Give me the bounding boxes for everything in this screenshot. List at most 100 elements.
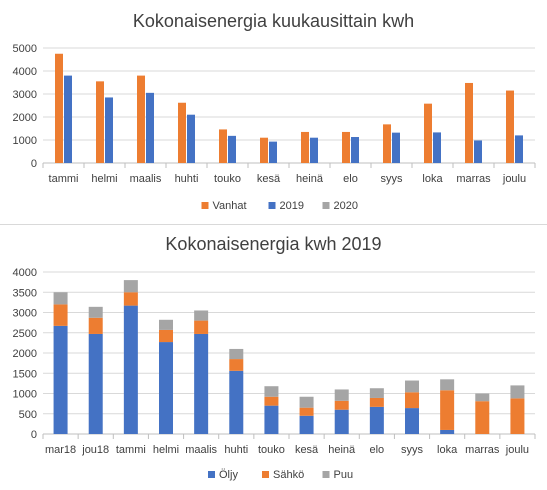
bar-shk-mar18 (53, 304, 68, 326)
y-tick-label: 4000 (13, 267, 37, 279)
x-tick-label: loka (437, 444, 458, 456)
y-tick-label: 5000 (13, 43, 37, 55)
y-tick-label: 3000 (13, 308, 37, 320)
legend-swatch (322, 202, 330, 209)
x-tick-label: syys (381, 173, 404, 185)
legend-label: Öljy (219, 469, 238, 481)
y-tick-label: 2000 (13, 348, 37, 360)
bar-puu-joulu (510, 385, 525, 399)
bar-shk-loka (440, 390, 455, 430)
y-tick-label: 4000 (13, 66, 37, 78)
legend-swatch (201, 202, 209, 209)
x-tick-label: heinä (328, 444, 356, 456)
legend-label: Vanhat (213, 200, 247, 212)
x-tick-label: tammi (49, 173, 79, 185)
x-tick-label: marras (456, 173, 491, 185)
bar-ljy-loka (440, 429, 455, 434)
legend-label: 2019 (280, 200, 304, 212)
y-tick-label: 2500 (13, 328, 37, 340)
bar-2019-helmi (105, 97, 113, 163)
y-tick-label: 500 (19, 409, 37, 421)
legend-label: Sähkö (273, 469, 304, 481)
bar-shk-joulu (510, 398, 525, 434)
x-tick-label: jou18 (81, 444, 109, 456)
bar-puu-hein (334, 389, 349, 401)
chart-monthly-energy: Kokonaisenergia kuukausittain kwh 0 1000 2… (13, 11, 536, 212)
bar-puu-marras (475, 393, 490, 402)
legend-swatch (322, 471, 330, 478)
bar-puu-syys (405, 380, 419, 393)
bar-puu-maalis (194, 310, 209, 321)
y-tick-label: 2000 (13, 112, 37, 124)
bar-2019-touko (228, 135, 236, 163)
y-tick-label: 3000 (13, 89, 37, 101)
x-tick-label: touko (214, 173, 241, 185)
bar-puu-elo (369, 388, 384, 398)
bar-vanhat-elo (342, 131, 350, 163)
x-tick-label: mar18 (45, 444, 76, 456)
bar-ljy-elo (369, 406, 384, 434)
bar-vanhat-helmi (96, 81, 104, 163)
bar-ljy-mar18 (53, 325, 68, 434)
bar-puu-huhti (229, 348, 244, 360)
bar-ljy-jou18 (88, 333, 103, 434)
bar-puu-tammi (123, 280, 138, 293)
bar-ljy-tammi (123, 305, 138, 434)
x-tick-label: helmi (91, 173, 117, 185)
bar-2019-huhti (187, 114, 195, 163)
chart-divider (0, 224, 547, 225)
bar-puu-mar18 (53, 292, 68, 305)
bar-2019-maalis (146, 92, 154, 163)
legend-swatch (262, 471, 269, 478)
bar-shk-maalis (194, 320, 209, 334)
bar-2019-tammi (64, 75, 72, 163)
bar-shk-helmi (159, 329, 173, 343)
x-tick-label: joulu (505, 444, 529, 456)
bar-shk-touko (264, 396, 279, 406)
bar-puu-jou18 (88, 306, 103, 318)
x-tick-label: loka (422, 173, 443, 185)
y-tick-label: 0 (31, 158, 37, 170)
bar-ljy-maalis (194, 333, 209, 434)
bar-vanhat-maalis (137, 75, 145, 163)
bar-ljy-hein (334, 409, 349, 434)
bar-2019-marras (474, 140, 482, 163)
bar-shk-hein (334, 400, 349, 410)
x-tick-label: syys (401, 444, 424, 456)
bar-2019-joulu (515, 135, 523, 163)
x-tick-label: helmi (153, 444, 179, 456)
y-tick-label: 1500 (13, 368, 37, 380)
bar-2019-loka (433, 132, 441, 163)
x-tick-label: huhti (175, 173, 199, 185)
bar-2019-elo (351, 137, 359, 163)
bar-shk-jou18 (88, 317, 103, 334)
bar-vanhat-huhti (178, 102, 186, 163)
bar-shk-kes (299, 407, 314, 416)
x-tick-label: huhti (224, 444, 248, 456)
bar-puu-loka (440, 379, 455, 391)
x-tick-label: kesä (295, 444, 319, 456)
y-tick-label: 0 (31, 429, 37, 441)
bar-vanhat-syys (383, 124, 391, 163)
x-tick-label: elo (343, 173, 358, 185)
bar-ljy-huhti (229, 370, 244, 434)
y-tick-label: 1000 (13, 135, 37, 147)
chart-title: Kokonaisenergia kwh 2019 (165, 234, 381, 254)
bar-puu-kes (299, 396, 314, 408)
bar-vanhat-touko (219, 129, 227, 163)
x-tick-label: maalis (185, 444, 217, 456)
y-tick-label: 1000 (13, 389, 37, 401)
bar-vanhat-hein (301, 131, 309, 163)
x-tick-label: tammi (116, 444, 146, 456)
y-tick-label: 3500 (13, 287, 37, 299)
bar-2019-hein (310, 137, 318, 163)
bar-2019-syys (392, 132, 400, 163)
bar-ljy-touko (264, 405, 279, 434)
bar-vanhat-tammi (55, 53, 63, 163)
x-tick-label: joulu (502, 173, 526, 185)
bar-shk-elo (369, 397, 384, 407)
bar-vanhat-kes (260, 137, 268, 163)
bar-shk-tammi (123, 292, 138, 306)
bar-shk-syys (405, 392, 419, 409)
